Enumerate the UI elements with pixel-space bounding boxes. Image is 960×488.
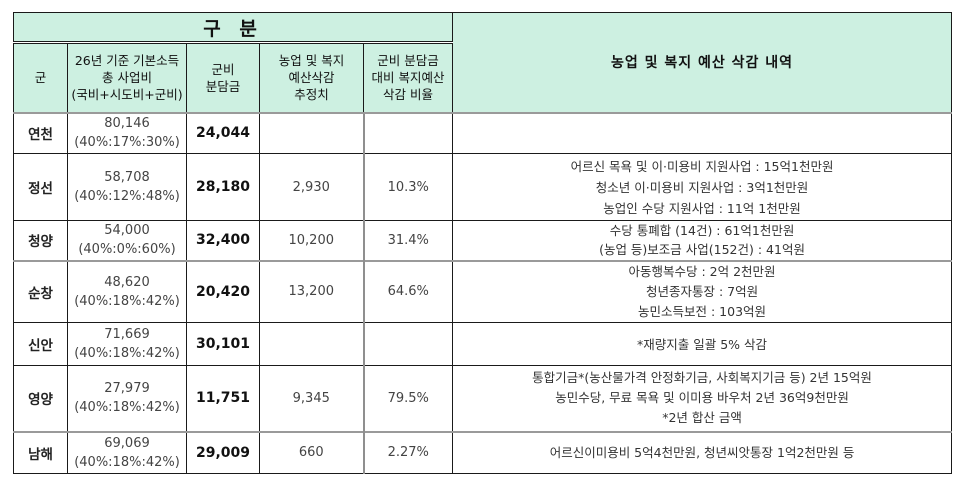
ratio-split: (40%:18%:42%) xyxy=(74,400,180,416)
ratio-split: (40%:18%:42%) xyxy=(74,454,180,470)
county-name: 신안 xyxy=(13,322,68,366)
detail-line: 농민수당, 무료 목욕 및 이미용 바우처 2년 36억9천만원 xyxy=(555,390,849,406)
header-detail: 농업 및 복지 예산 삭감 내역 xyxy=(452,12,953,113)
county-share: 24,044 xyxy=(186,111,260,154)
cut-details: 수당 통폐합 (14건) : 61억1천만원 (농업 등)보조금 사업(152건… xyxy=(452,220,953,261)
cut-details xyxy=(452,111,953,154)
total-budget: 71,669 (40%:18%:42%) xyxy=(67,322,187,366)
cut-details: 아동행복수당 : 2억 2천만원 청년종자통장 : 7억원 농민소득보전 : 1… xyxy=(452,259,953,323)
header-cut-l3: 추정치 xyxy=(294,87,329,103)
table-row: 청양 54,000 (40%:0%:60%) 32,400 10,200 31.… xyxy=(13,220,953,261)
detail-line: 통합기금*(농산물가격 안정화기금, 사회복지기금 등) 2년 15억원 xyxy=(532,370,872,386)
total-budget: 27,979 (40%:18%:42%) xyxy=(67,365,187,432)
county-name: 영양 xyxy=(13,365,68,432)
cut-estimate xyxy=(259,322,364,366)
cut-estimate: 2,930 xyxy=(259,153,364,221)
county-name: 순창 xyxy=(13,259,68,323)
cut-ratio: 2.27% xyxy=(362,430,454,474)
header-group-title: 구 분 xyxy=(12,12,454,44)
county-share: 30,101 xyxy=(186,322,260,366)
cut-details: 어르신이미용비 5억4천만원, 청년씨앗통장 1억2천만원 등 xyxy=(452,430,953,474)
cut-ratio xyxy=(362,322,454,366)
total-value: 54,000 xyxy=(104,223,150,239)
cut-ratio: 64.6% xyxy=(362,259,454,323)
ratio-split: (40%:17%:30%) xyxy=(74,135,180,151)
header-ratio-l3: 삭감 비율 xyxy=(383,87,433,103)
table-row: 정선 58,708 (40%:12%:48%) 28,180 2,930 10.… xyxy=(13,153,953,221)
ratio-split: (40%:18%:42%) xyxy=(74,346,180,361)
cut-estimate: 9,345 xyxy=(259,365,364,432)
detail-line: 어르신이미용비 5억4천만원, 청년씨앗통장 1억2천만원 등 xyxy=(549,445,855,461)
total-budget: 58,708 (40%:12%:48%) xyxy=(67,153,187,221)
table-row: 남해 69,069 (40%:18%:42%) 29,009 660 2.27%… xyxy=(13,430,953,474)
detail-line: 청년종자통장 : 7억원 xyxy=(645,283,759,299)
county-name: 정선 xyxy=(13,153,68,221)
total-value: 71,669 xyxy=(104,327,150,342)
county-name: 청양 xyxy=(13,220,68,261)
detail-line: (농업 등)보조금 사업(152건) : 41억원 xyxy=(599,242,805,258)
cut-estimate: 10,200 xyxy=(259,220,364,261)
header-share-l1: 군비 xyxy=(211,61,235,77)
total-value: 48,620 xyxy=(104,274,150,290)
cut-estimate: 660 xyxy=(259,430,364,474)
header-total-l2: 총 사업비 xyxy=(102,70,152,86)
detail-line: *재량지출 일괄 5% 삭감 xyxy=(637,336,768,352)
detail-line: 농민소득보전 : 103억원 xyxy=(638,303,767,319)
detail-line: 어르신 목욕 및 이·미용비 지원사업 : 15억1천만원 xyxy=(570,158,834,174)
budget-cut-table: 구 분 농업 및 복지 예산 삭감 내역 군 26년 기준 기본소득 총 사업비… xyxy=(12,12,953,474)
header-cut-l1: 농업 및 복지 xyxy=(278,53,345,69)
header-total-budget: 26년 기준 기본소득 총 사업비 (국비+시도비+군비) xyxy=(67,42,187,113)
header-cut-estimate: 농업 및 복지 예산삭감 추정치 xyxy=(259,42,364,113)
county-share: 11,751 xyxy=(186,365,260,432)
county-name: 남해 xyxy=(13,430,68,474)
table-row: 순창 48,620 (40%:18%:42%) 20,420 13,200 64… xyxy=(13,259,953,323)
detail-line: *2년 합산 금액 xyxy=(662,410,742,426)
total-budget: 80,146 (40%:17%:30%) xyxy=(67,111,187,154)
header-county-share: 군비 분담금 xyxy=(186,42,260,113)
cut-ratio xyxy=(362,111,454,154)
header-total-l1: 26년 기준 기본소득 xyxy=(74,53,180,69)
cut-details: *재량지출 일괄 5% 삭감 xyxy=(452,322,953,366)
total-value: 69,069 xyxy=(104,435,150,451)
ratio-split: (40%:0%:60%) xyxy=(78,242,176,258)
header-cut-ratio: 군비 분담금 대비 복지예산 삭감 비율 xyxy=(362,42,454,113)
total-budget: 69,069 (40%:18%:42%) xyxy=(67,430,187,474)
detail-line: 청소년 이·미용비 지원사업 : 3억1천만원 xyxy=(595,179,809,195)
total-value: 58,708 xyxy=(104,170,150,185)
county-share: 20,420 xyxy=(186,259,260,323)
cut-estimate xyxy=(259,111,364,154)
total-budget: 48,620 (40%:18%:42%) xyxy=(67,259,187,323)
header-county: 군 xyxy=(13,42,68,113)
ratio-split: (40%:18%:42%) xyxy=(74,293,180,309)
total-value: 27,979 xyxy=(104,381,150,397)
total-value: 80,146 xyxy=(104,116,150,132)
cut-ratio: 31.4% xyxy=(362,220,454,261)
header-ratio-l2: 대비 복지예산 xyxy=(371,70,445,86)
cut-ratio: 79.5% xyxy=(362,365,454,432)
table-row: 신안 71,669 (40%:18%:42%) 30,101 *재량지출 일괄 … xyxy=(13,322,953,366)
county-name: 연천 xyxy=(13,111,68,154)
ratio-split: (40%:12%:48%) xyxy=(74,189,180,204)
table-row: 연천 80,146 (40%:17%:30%) 24,044 xyxy=(13,111,953,154)
detail-line: 아동행복수당 : 2억 2천만원 xyxy=(628,263,776,279)
county-share: 32,400 xyxy=(186,220,260,261)
cut-ratio: 10.3% xyxy=(362,153,454,221)
cut-details: 어르신 목욕 및 이·미용비 지원사업 : 15억1천만원 청소년 이·미용비 … xyxy=(452,153,953,221)
header-total-l3: (국비+시도비+군비) xyxy=(71,87,183,103)
cut-details: 통합기금*(농산물가격 안정화기금, 사회복지기금 등) 2년 15억원 농민수… xyxy=(452,365,953,432)
header-share-l2: 분담금 xyxy=(205,78,241,94)
county-share: 29,009 xyxy=(186,430,260,474)
detail-line: 수당 통폐합 (14건) : 61억1천만원 xyxy=(609,223,795,239)
detail-line: 농업인 수당 지원사업 : 11억 1천만원 xyxy=(603,200,801,216)
header-ratio-l1: 군비 분담금 xyxy=(377,53,439,69)
header-cut-l2: 예산삭감 xyxy=(288,70,335,86)
table-row: 영양 27,979 (40%:18%:42%) 11,751 9,345 79.… xyxy=(13,365,953,432)
county-share: 28,180 xyxy=(186,153,260,221)
total-budget: 54,000 (40%:0%:60%) xyxy=(67,220,187,261)
cut-estimate: 13,200 xyxy=(259,259,364,323)
